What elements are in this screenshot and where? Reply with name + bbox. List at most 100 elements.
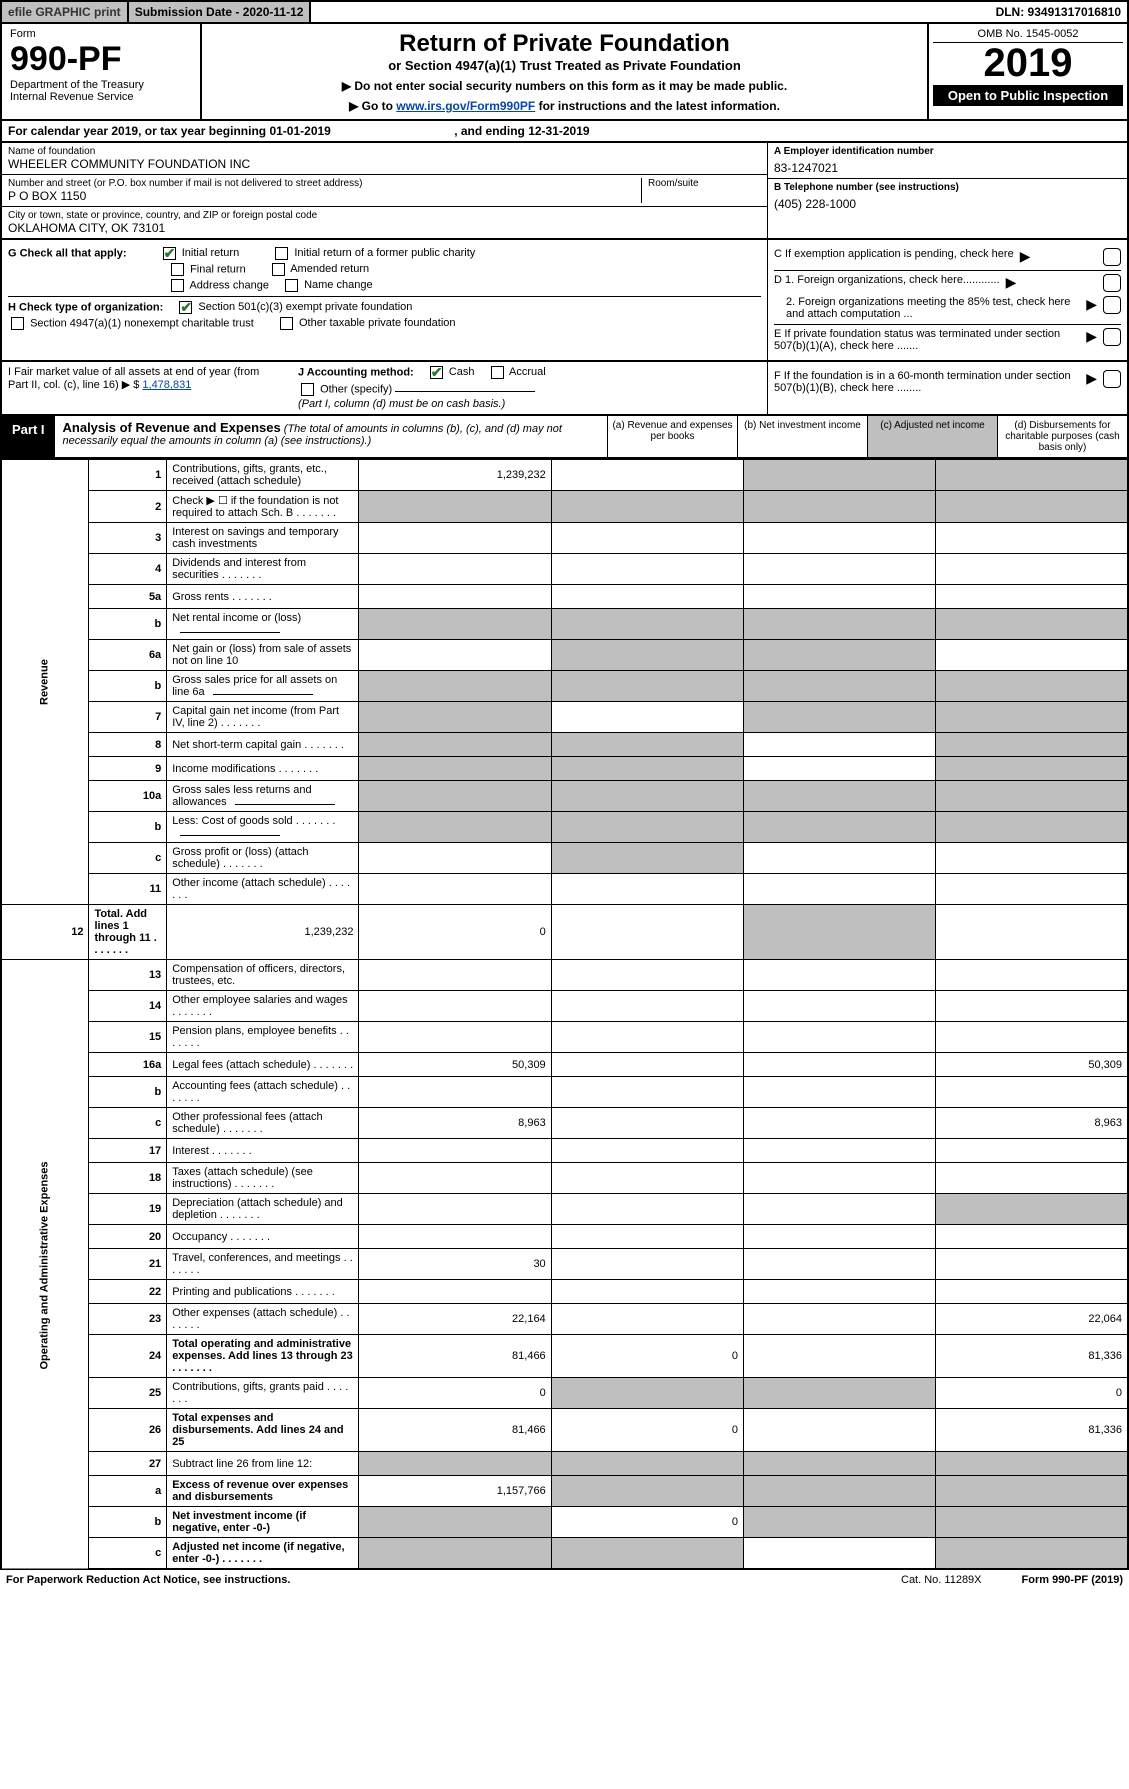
amount-cell	[743, 1409, 935, 1452]
line-number: 3	[89, 523, 167, 554]
amended-checkbox[interactable]	[272, 263, 285, 276]
part1-tag: Part I	[2, 416, 55, 457]
line-description: Net rental income or (loss)	[167, 609, 359, 640]
amount-cell: 50,309	[936, 1053, 1128, 1077]
initial-return-checkbox[interactable]	[163, 247, 176, 260]
addr-label: Number and street (or P.O. box number if…	[8, 178, 641, 189]
line-description: Accounting fees (attach schedule) . . . …	[167, 1077, 359, 1108]
line-number: 26	[89, 1409, 167, 1452]
amount-cell	[359, 1538, 551, 1570]
h-label: H Check type of organization:	[8, 301, 163, 313]
amount-cell	[936, 843, 1128, 874]
f-label: F If the foundation is in a 60-month ter…	[774, 370, 1080, 394]
amount-cell	[551, 1194, 743, 1225]
form-label: Form	[10, 28, 192, 40]
amount-cell	[359, 757, 551, 781]
col-c-header: (c) Adjusted net income	[867, 416, 997, 457]
amount-cell	[936, 491, 1128, 523]
line-description: Excess of revenue over expenses and disb…	[167, 1476, 359, 1507]
line-number: 5a	[89, 585, 167, 609]
amount-cell	[743, 812, 935, 843]
amount-cell	[743, 671, 935, 702]
amount-cell	[936, 1139, 1128, 1163]
line-number: 22	[89, 1280, 167, 1304]
line-description: Subtract line 26 from line 12:	[167, 1452, 359, 1476]
line-description: Compensation of officers, directors, tru…	[167, 960, 359, 991]
revenue-section-label: Revenue	[1, 460, 89, 905]
g-label: G Check all that apply:	[8, 247, 127, 259]
amount-cell	[359, 812, 551, 843]
other-method-checkbox[interactable]	[301, 383, 314, 396]
amount-cell	[551, 905, 743, 960]
amount-cell	[359, 781, 551, 812]
fmv-value[interactable]: 1,478,831	[142, 379, 191, 391]
form-ref: Form 990-PF (2019)	[1022, 1574, 1123, 1586]
amount-cell	[551, 554, 743, 585]
line-description: Capital gain net income (from Part IV, l…	[167, 702, 359, 733]
other-taxable-checkbox[interactable]	[280, 317, 293, 330]
amount-cell	[359, 702, 551, 733]
initial-former-checkbox[interactable]	[275, 247, 288, 260]
address: P O BOX 1150	[8, 189, 641, 203]
amount-cell	[743, 1194, 935, 1225]
name-change-checkbox[interactable]	[285, 279, 298, 292]
form-subtitle: or Section 4947(a)(1) Trust Treated as P…	[208, 58, 921, 73]
amount-cell	[743, 1249, 935, 1280]
line-description: Contributions, gifts, grants, etc., rece…	[167, 460, 359, 491]
amount-cell	[551, 523, 743, 554]
city-value: OKLAHOMA CITY, OK 73101	[8, 221, 761, 235]
amount-cell	[551, 585, 743, 609]
terminated-checkbox[interactable]	[1103, 328, 1121, 346]
amount-cell	[743, 960, 935, 991]
amount-cell	[359, 1077, 551, 1108]
amount-cell	[551, 1304, 743, 1335]
irs-link[interactable]: www.irs.gov/Form990PF	[396, 99, 535, 113]
amount-cell	[936, 812, 1128, 843]
foreign-org-checkbox[interactable]	[1103, 274, 1121, 292]
amount-cell	[359, 640, 551, 671]
amount-cell	[936, 702, 1128, 733]
top-bar: efile GRAPHIC print Submission Date - 20…	[0, 0, 1129, 24]
final-return-checkbox[interactable]	[171, 263, 184, 276]
amount-cell	[551, 812, 743, 843]
d1-label: D 1. Foreign organizations, check here..…	[774, 274, 1000, 286]
amount-cell: 8,963	[936, 1108, 1128, 1139]
warn-link: ▶ Go to www.irs.gov/Form990PF for instru…	[208, 99, 921, 113]
amount-cell	[936, 460, 1128, 491]
page-footer: For Paperwork Reduction Act Notice, see …	[0, 1570, 1129, 1590]
amount-cell	[936, 585, 1128, 609]
4947-checkbox[interactable]	[11, 317, 24, 330]
amount-cell	[743, 609, 935, 640]
amount-cell	[743, 757, 935, 781]
cash-checkbox[interactable]	[430, 366, 443, 379]
amount-cell	[743, 874, 935, 905]
amount-cell: 0	[551, 1409, 743, 1452]
amount-cell	[936, 1249, 1128, 1280]
line-number: 12	[1, 905, 89, 960]
line-description: Gross sales price for all assets on line…	[167, 671, 359, 702]
amount-cell	[359, 1139, 551, 1163]
amount-cell: 30	[359, 1249, 551, 1280]
line-number: 9	[89, 757, 167, 781]
line-description: Legal fees (attach schedule) . . . . . .…	[167, 1053, 359, 1077]
amount-cell	[743, 491, 935, 523]
amount-cell	[936, 1538, 1128, 1570]
amount-cell	[359, 585, 551, 609]
accrual-checkbox[interactable]	[491, 366, 504, 379]
amount-cell	[743, 640, 935, 671]
amount-cell	[359, 1225, 551, 1249]
line-description: Taxes (attach schedule) (see instruction…	[167, 1163, 359, 1194]
addr-change-checkbox[interactable]	[171, 279, 184, 292]
line-description: Less: Cost of goods sold . . . . . . .	[167, 812, 359, 843]
501c3-checkbox[interactable]	[179, 301, 192, 314]
amount-cell	[359, 1163, 551, 1194]
60month-checkbox[interactable]	[1103, 370, 1121, 388]
j-note: (Part I, column (d) must be on cash basi…	[298, 398, 761, 410]
85pct-checkbox[interactable]	[1103, 296, 1121, 314]
line-number: 4	[89, 554, 167, 585]
col-b-header: (b) Net investment income	[737, 416, 867, 457]
exemption-pending-checkbox[interactable]	[1103, 248, 1121, 266]
line-description: Other expenses (attach schedule) . . . .…	[167, 1304, 359, 1335]
amount-cell	[743, 843, 935, 874]
tel-value: (405) 228-1000	[774, 197, 1121, 211]
